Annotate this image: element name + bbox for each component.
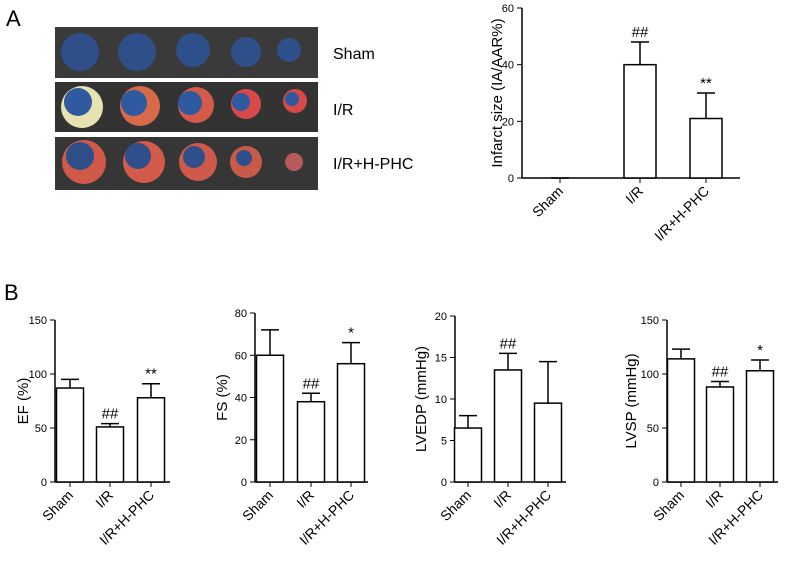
- y-axis-label: FS (%): [214, 374, 231, 421]
- y-tick-label: 20: [502, 116, 514, 128]
- y-tick-label: 0: [653, 477, 659, 489]
- y-tick-label: 15: [435, 353, 447, 365]
- y-axis-label: EF (%): [15, 378, 32, 425]
- y-tick-label: 40: [502, 60, 514, 72]
- y-axis-label: LVSP (mmHg): [623, 353, 640, 448]
- x-tick-label: I/R+H-PHC: [651, 183, 712, 244]
- y-tick-label: 80: [235, 308, 247, 320]
- significance-mark: *: [348, 325, 354, 342]
- y-tick-label: 0: [441, 477, 447, 489]
- y-tick-label: 40: [235, 393, 247, 405]
- x-tick-label: Sham: [529, 183, 566, 220]
- y-tick-label: 100: [641, 369, 659, 381]
- x-tick-label: I/R: [490, 487, 514, 511]
- bar: [689, 117, 723, 179]
- bar: [666, 358, 696, 483]
- significance-mark: **: [145, 366, 157, 383]
- x-tick-label: I/R: [92, 487, 116, 511]
- x-tick-label: Sham: [39, 487, 76, 524]
- y-tick-label: 0: [508, 173, 514, 185]
- row-label: I/R+H-PHC: [333, 156, 413, 173]
- significance-mark: ##: [712, 364, 729, 381]
- bar: [533, 402, 563, 483]
- row-label: I/R: [333, 102, 353, 119]
- bar: [255, 354, 285, 483]
- y-tick-label: 150: [641, 315, 659, 327]
- y-tick-label: 50: [35, 423, 47, 435]
- y-tick-label: 60: [235, 350, 247, 362]
- significance-mark: *: [757, 342, 763, 359]
- bar: [623, 63, 657, 179]
- bar: [336, 362, 366, 483]
- bar: [745, 370, 775, 483]
- y-tick-label: 60: [502, 3, 514, 15]
- x-tick-label: I/R: [622, 183, 646, 207]
- significance-mark: ##: [303, 375, 320, 392]
- y-tick-label: 20: [435, 311, 447, 323]
- y-tick-label: 0: [41, 477, 47, 489]
- significance-mark: ##: [500, 335, 517, 352]
- y-tick-label: 50: [647, 423, 659, 435]
- x-tick-label: Sham: [437, 487, 474, 524]
- panel-label: B: [4, 280, 19, 305]
- y-axis-label: LVEDP (mmHg): [413, 346, 430, 452]
- x-tick-label: Sham: [650, 487, 687, 524]
- y-tick-label: 100: [29, 369, 47, 381]
- y-axis-label: Infarct size (IA/AAR%): [489, 18, 506, 167]
- x-tick-label: Sham: [239, 487, 276, 524]
- bar: [136, 397, 166, 483]
- y-tick-label: 150: [29, 315, 47, 327]
- x-tick-label: I/R: [702, 487, 726, 511]
- y-tick-label: 0: [241, 477, 247, 489]
- tissue-photo: [55, 27, 318, 190]
- bar: [705, 386, 735, 483]
- significance-mark: ##: [632, 24, 649, 41]
- row-label: Sham: [333, 46, 375, 63]
- x-tick-label: I/R: [293, 487, 317, 511]
- bar: [296, 400, 326, 483]
- bar: [55, 387, 85, 483]
- y-tick-label: 20: [235, 435, 247, 447]
- y-tick-label: 10: [435, 394, 447, 406]
- significance-mark: **: [700, 75, 712, 92]
- significance-mark: ##: [102, 406, 119, 423]
- bar: [453, 427, 483, 483]
- y-tick-label: 5: [441, 436, 447, 448]
- bar: [493, 369, 523, 483]
- panel-label: A: [6, 6, 21, 31]
- bar: [95, 426, 125, 483]
